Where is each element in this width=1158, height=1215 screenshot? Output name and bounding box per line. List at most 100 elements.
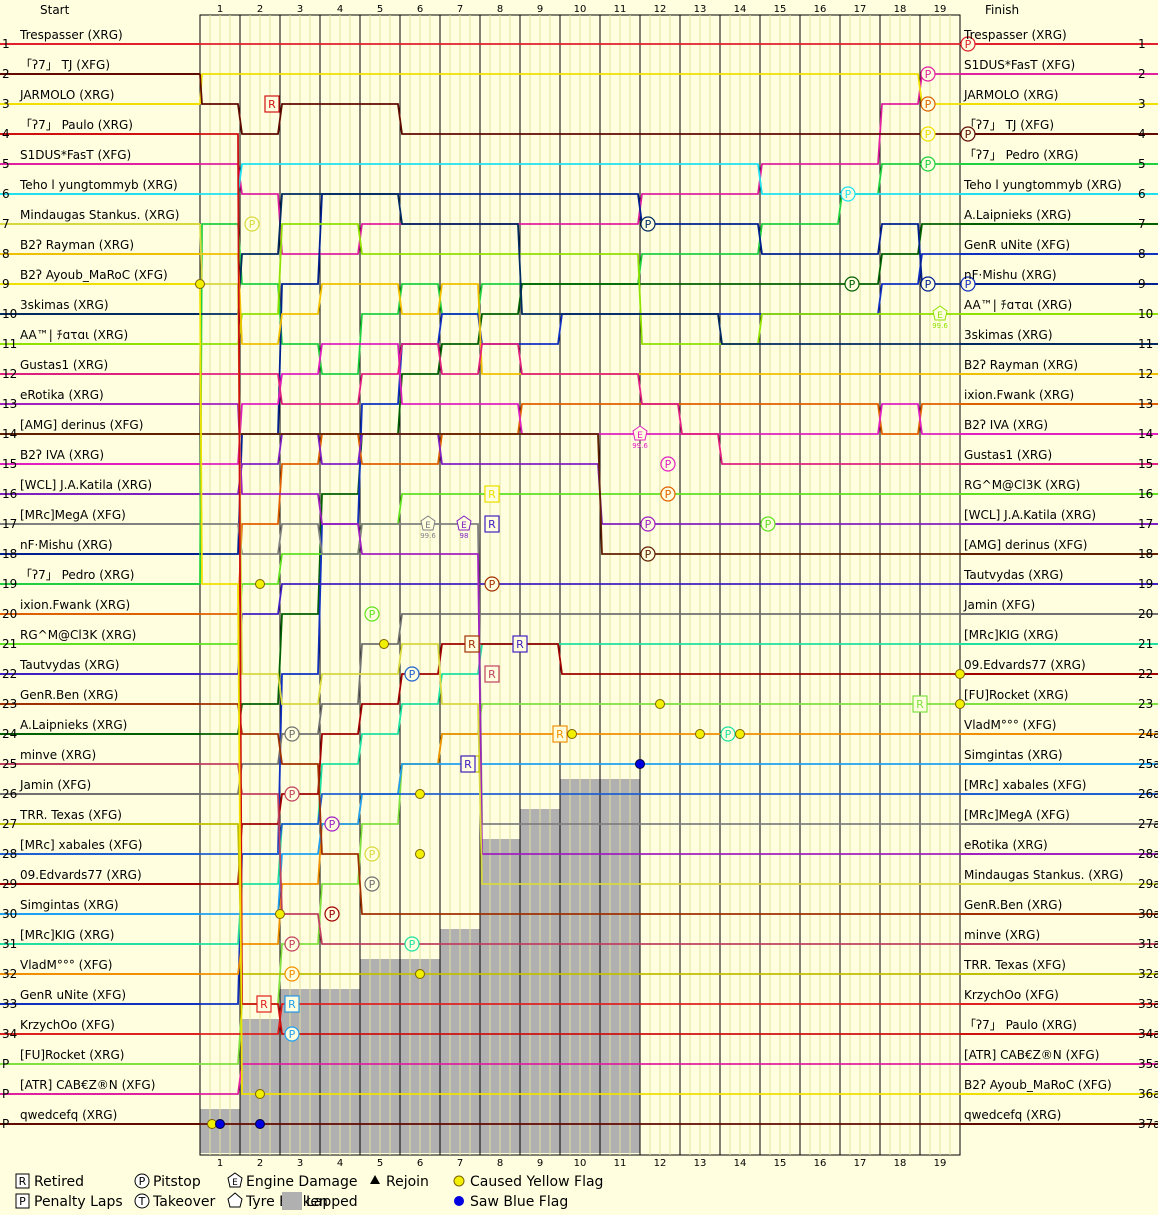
lap-label-top: 17 [854,4,867,15]
pitstop-marker [364,846,380,862]
lap-label-top: 11 [614,4,627,15]
legend-symbol-label: E [232,1178,238,1188]
start-driver-name: [AMG] derinus (XFG) [20,418,143,432]
engine-damage-note: 98 [460,532,469,540]
pitstop-marker-label: P [289,1028,296,1041]
pitstop-marker [920,66,936,82]
finish-driver-name: Trespasser (XRG) [963,28,1067,42]
finish-driver-name: minve (XRG) [964,928,1040,942]
pitstop-marker-label: P [645,518,652,531]
yellow-flag-marker [735,729,745,739]
start-driver-name: [MRc] xabales (XFG) [20,838,142,852]
retired-marker [284,995,300,1013]
yellow-flag-marker [255,1089,265,1099]
yellow-flag-marker [695,729,705,739]
blue-flag-marker [635,759,645,769]
finish-driver-name: [ATR] CAB€Z®N (XFG) [964,1048,1099,1062]
legend-label: Caused Yellow Flag [470,1174,603,1190]
finish-driver-name: 「ʔ7」 TJ (XFG) [964,118,1054,132]
legend-label: Rejoin [386,1174,429,1190]
finish-position-number: 27a [1138,817,1158,831]
driver-line [200,343,960,465]
lap-label-bottom: 14 [734,1158,747,1169]
pitstop-marker [660,456,676,472]
driver-line [200,403,960,855]
finish-position-number: 23 [1138,697,1153,711]
finish-position-number: 15 [1138,457,1153,471]
pitstop-marker-label: P [845,188,852,201]
pitstop-marker [760,516,776,532]
finish-position-number: 16 [1138,487,1153,501]
start-driver-name: JARMOLO (XRG) [19,88,114,102]
lap-label-top: 8 [497,4,503,15]
pitstop-marker-label: P [645,218,652,231]
driver-line [200,763,960,915]
legend-label: Engine Damage [246,1174,358,1190]
engine-damage-marker-label: E [937,311,943,321]
lap-label-top: 10 [574,4,587,15]
finish-position-number: 33a [1138,997,1158,1011]
finish-driver-name: 「ʔ7」 Pedro (XRG) [964,148,1078,162]
start-position-number: 2 [2,67,10,81]
finish-position-number: 8 [1138,247,1146,261]
finish-driver-name: GenR.Ben (XRG) [964,898,1062,912]
finish-position-number: 17 [1138,517,1153,531]
start-driver-name: S1DUS*FasT (XFG) [20,148,131,162]
start-position-number: P [2,1057,9,1071]
start-driver-name: TRR. Texas (XFG) [19,808,122,822]
legend-symbol [15,1173,30,1189]
start-position-number: 9 [2,277,10,291]
retired-marker-label: R [488,488,496,501]
pitstop-marker-label: P [369,608,376,621]
pitstop-marker [960,36,976,52]
start-position-number: 11 [2,337,17,351]
pitstop-marker [284,936,300,952]
pitstop-marker-label: P [965,278,972,291]
lap-label-top: 4 [337,4,343,15]
start-position-number: 32 [2,967,17,981]
driver-line [200,613,960,795]
finish-driver-name: Teho l yungtommyb (XRG) [963,178,1122,192]
driver-line [200,433,960,555]
start-driver-name: VladM°°° (XFG) [20,958,112,972]
start-driver-name: KrzychOo (XFG) [20,1018,115,1032]
pitstop-marker-label: P [965,128,972,141]
start-driver-name: 3skimas (XRG) [20,298,109,312]
start-driver-name: GenR uNite (XFG) [20,988,126,1002]
pitstop-marker [920,156,936,172]
pitstop-marker [844,276,860,292]
driver-line [200,583,960,675]
lap-label-bottom: 8 [497,1158,503,1169]
finish-driver-name: [AMG] derinus (XFG) [964,538,1087,552]
pitstop-marker-label: P [329,818,336,831]
retired-marker [464,635,480,653]
pitstop-marker [920,126,936,142]
start-position-number: 18 [2,547,17,561]
lap-label-top: 15 [774,4,787,15]
pitstop-marker-label: P [289,938,296,951]
finish-driver-name: Tautvydas (XRG) [963,568,1063,582]
start-position-number: 13 [2,397,17,411]
start-driver-name: minve (XRG) [20,748,96,762]
finish-position-number: 18 [1138,547,1153,561]
finish-position-number: 4 [1138,127,1146,141]
finish-driver-name: A.Laipnieks (XRG) [964,208,1071,222]
finish-position-number: 12 [1138,367,1153,381]
driver-line [200,733,960,975]
axis-labels: 1122334455667788991010111112121313141415… [2,4,1158,1169]
lap-label-bottom: 5 [377,1158,383,1169]
legend-symbol-label: P [19,1195,26,1208]
start-position-number: 14 [2,427,17,441]
start-position-number: 16 [2,487,17,501]
retired-marker [484,515,500,533]
pitstop-marker-label: P [765,518,772,531]
yellow-flag-marker [415,849,425,859]
retired-marker [460,755,476,773]
finish-position-number: 19 [1138,577,1153,591]
start-position-number: 17 [2,517,17,531]
finish-driver-name: B2ʔ Ayoub_MaRoC (XFG) [964,1078,1112,1092]
yellow-flag-marker [275,909,285,919]
finish-position-number: 7 [1138,217,1146,231]
pitstop-marker [640,546,656,562]
